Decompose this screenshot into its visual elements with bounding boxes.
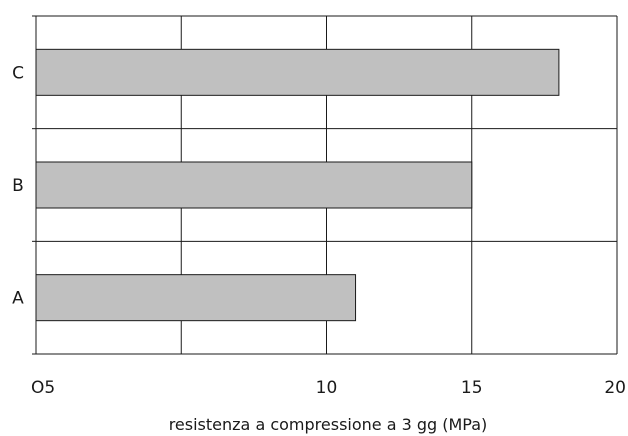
category-labels: A B C bbox=[12, 63, 24, 308]
bars bbox=[35, 48, 560, 322]
category-label-c: C bbox=[12, 63, 24, 83]
x-tick-label: 20 bbox=[604, 378, 626, 398]
x-tick-label: 15 bbox=[461, 378, 483, 398]
category-label-a: A bbox=[12, 289, 24, 309]
x-tick-label: O5 bbox=[31, 378, 55, 398]
axis-ticks: O5 10 15 20 bbox=[31, 15, 626, 398]
x-axis-label: resistenza a compressione a 3 gg (MPa) bbox=[169, 415, 488, 434]
x-tick-label: 10 bbox=[316, 378, 338, 398]
category-label-b: B bbox=[12, 176, 24, 196]
bar-c bbox=[35, 48, 560, 96]
bar-b bbox=[35, 161, 473, 209]
bar-a bbox=[35, 274, 357, 322]
